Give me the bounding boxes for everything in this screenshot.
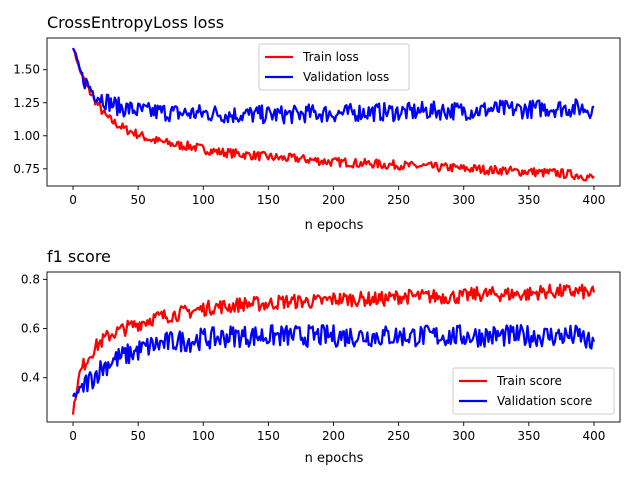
f1-x-axis-label: n epochs bbox=[305, 451, 364, 466]
x-tick-label: 150 bbox=[257, 193, 280, 207]
x-tick-label: 400 bbox=[583, 429, 606, 443]
x-tick-label: 300 bbox=[452, 193, 475, 207]
loss-plot-area: 0 50 100 150 200 250 300 350 400 0.75 1.00 1.25 1.50… bbox=[13, 37, 621, 207]
x-tick-label: 250 bbox=[387, 193, 410, 207]
y-tick-label: 1.00 bbox=[13, 129, 40, 143]
y-tick-label: 1.25 bbox=[13, 96, 40, 110]
loss-series-line-train bbox=[72, 48, 595, 182]
loss-chart-title: CrossEntropyLoss loss bbox=[47, 13, 224, 32]
f1-subplot: f1 score 0 50 100 150 200 250 300 350 4000.40.60… bbox=[21, 247, 621, 466]
f1-legend: Train score Validation score bbox=[452, 367, 615, 415]
y-tick-label: 0.4 bbox=[21, 371, 40, 385]
loss-series-line-validation bbox=[71, 47, 595, 125]
loss-subplot: CrossEntropyLoss loss 0 50 100 150 200 250 300… bbox=[13, 13, 621, 233]
y-tick-label: 0.6 bbox=[21, 322, 40, 336]
legend-label: Train score bbox=[496, 374, 562, 388]
y-tick-label: 1.50 bbox=[13, 63, 40, 77]
x-tick-label: 200 bbox=[322, 193, 345, 207]
f1-series-line-validation bbox=[71, 324, 596, 398]
x-tick-label: 100 bbox=[192, 429, 215, 443]
legend-label: Train loss bbox=[302, 50, 359, 64]
x-tick-label: 50 bbox=[131, 193, 146, 207]
loss-legend: Train loss Validation loss bbox=[258, 43, 410, 91]
legend-box bbox=[452, 367, 615, 415]
x-tick-label: 0 bbox=[69, 429, 77, 443]
x-tick-label: 350 bbox=[517, 193, 540, 207]
x-tick-label: 300 bbox=[452, 429, 475, 443]
x-tick-label: 250 bbox=[387, 429, 410, 443]
y-tick-label: 0.8 bbox=[21, 272, 40, 286]
x-tick-label: 200 bbox=[322, 429, 345, 443]
f1-plot-area: 0 50 100 150 200 250 300 350 400 0.4 0.6 0.8 Train s… bbox=[21, 271, 621, 443]
x-tick-label: 100 bbox=[192, 193, 215, 207]
f1-chart-title: f1 score bbox=[47, 247, 111, 266]
legend-label: Validation score bbox=[497, 394, 592, 408]
f1-series-line-train bbox=[71, 283, 596, 415]
loss-x-axis-label: n epochs bbox=[305, 218, 364, 233]
x-tick-label: 350 bbox=[517, 429, 540, 443]
x-tick-label: 0 bbox=[69, 193, 77, 207]
y-tick-label: 0.75 bbox=[13, 162, 40, 176]
x-tick-label: 150 bbox=[257, 429, 280, 443]
legend-label: Validation loss bbox=[303, 70, 389, 84]
x-tick-label: 400 bbox=[583, 193, 606, 207]
x-tick-label: 50 bbox=[131, 429, 146, 443]
legend-box bbox=[258, 43, 410, 91]
